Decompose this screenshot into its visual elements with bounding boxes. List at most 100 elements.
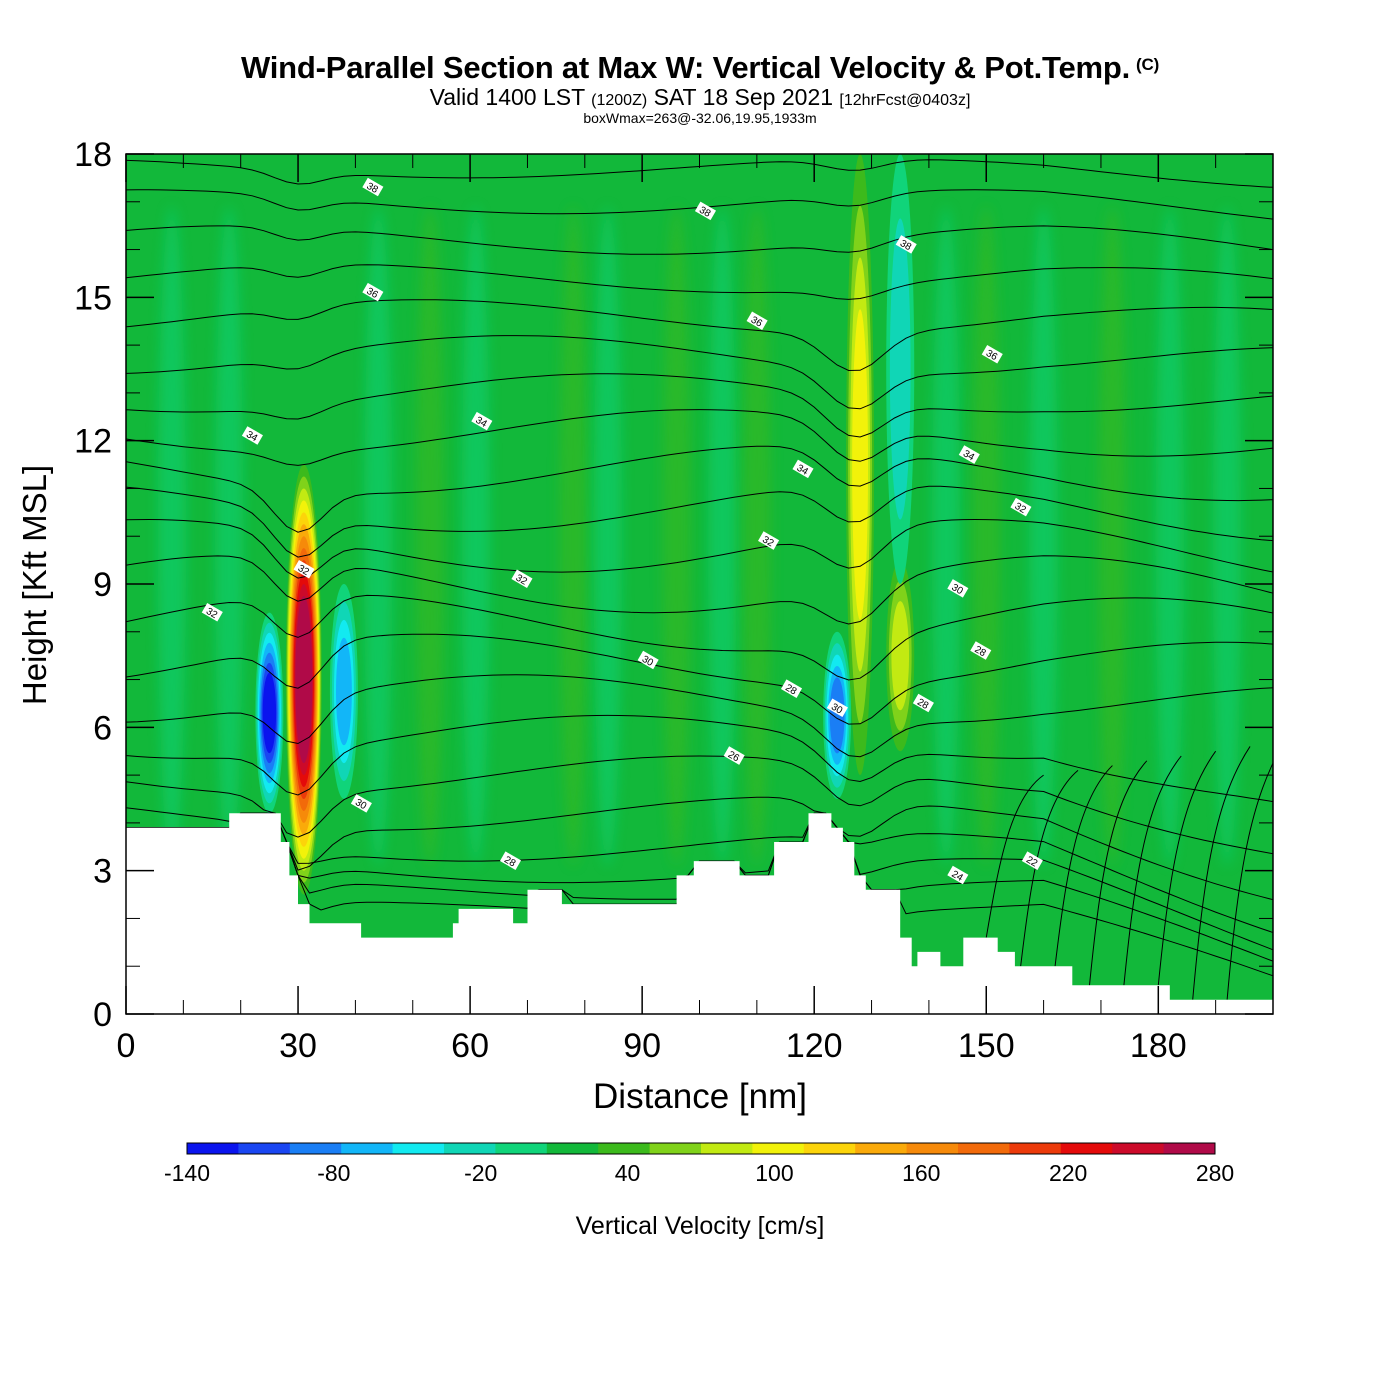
colorbar-swatch — [855, 1143, 908, 1154]
x-tick-label: 60 — [451, 1027, 489, 1065]
velocity-streak — [157, 206, 186, 867]
contour-label: 28 — [912, 693, 934, 713]
contour-label-bg — [350, 794, 372, 813]
contour-label-bg — [1021, 851, 1043, 870]
contour-label: 32 — [758, 531, 780, 550]
theta-contour-line — [126, 335, 1273, 410]
theta-contour-line — [1157, 750, 1217, 986]
colorbar-swatch — [1009, 1143, 1062, 1154]
x-tick-label: 90 — [623, 1027, 661, 1065]
contour-label: 32 — [1010, 497, 1032, 517]
contour-label-text: 26 — [726, 749, 742, 764]
downdraft-core-3 — [823, 631, 852, 800]
colorbar-swatch — [546, 1143, 599, 1154]
contour-label: 30 — [947, 579, 969, 598]
theta-contour-line — [126, 518, 1273, 579]
x-tick-label: 150 — [958, 1027, 1015, 1065]
theta-contour-line — [985, 774, 1044, 938]
theta-contour-line — [126, 555, 1273, 625]
velocity-streak — [461, 206, 490, 867]
contour-label-bg — [694, 201, 717, 221]
velocity-streak — [364, 206, 393, 867]
theta-contour-line — [1088, 760, 1148, 986]
colorbar-swatch — [649, 1143, 702, 1154]
contour-label-text: 32 — [514, 573, 530, 588]
contour-label-text: 32 — [760, 534, 776, 549]
contour-label-bg — [499, 851, 522, 870]
contour-label: 24 — [947, 865, 969, 885]
velocity-band — [296, 607, 312, 752]
contour-label: 30 — [826, 698, 848, 718]
theta-contour-line — [1020, 769, 1079, 967]
theta-contour-line — [126, 264, 1273, 300]
velocity-band — [891, 601, 910, 711]
contour-label-text: 34 — [795, 463, 811, 478]
terrain-shape — [126, 813, 1273, 1014]
contour-label: 34 — [792, 459, 814, 479]
contour-label-bg — [895, 235, 917, 254]
updraft-core-4 — [846, 154, 875, 776]
copyright-mark: (C) — [1136, 55, 1160, 74]
contour-label: 22 — [1021, 851, 1043, 870]
theta-contour-line — [126, 299, 1273, 372]
contour-label-text: 30 — [640, 654, 656, 669]
colorbar-tick-label: -140 — [163, 1160, 211, 1186]
contour-label: 32 — [201, 602, 223, 622]
contour-label-bg — [362, 282, 384, 302]
theta-contour-line — [126, 485, 1273, 558]
contour-label-bg — [826, 698, 848, 718]
x-tick-label: 0 — [117, 1027, 136, 1065]
colorbar-swatch — [444, 1143, 496, 1154]
contour-label-text: 30 — [353, 797, 369, 812]
colorbar-tick-label: -20 — [464, 1160, 498, 1186]
contour-label-text: 38 — [898, 238, 914, 253]
contour-label-bg — [201, 602, 223, 622]
y-tick-label: 3 — [93, 853, 112, 891]
colorbar-tick-label: -80 — [317, 1160, 351, 1186]
contour-label: 28 — [499, 851, 522, 870]
contour-label-bg — [758, 531, 780, 550]
contour-label-text: 22 — [1024, 854, 1040, 869]
velocity-streak — [1098, 206, 1127, 867]
contour-label: 36 — [746, 311, 768, 331]
theta-contour-line — [126, 755, 1273, 855]
terrain-mask — [126, 813, 1273, 1014]
valid-date: SAT 18 Sep 2021 — [653, 84, 834, 110]
updraft-core-0 — [285, 464, 322, 895]
contour-label-bg — [293, 559, 315, 579]
valid-prefix: Valid 1400 LST — [429, 84, 585, 110]
colorbar-swatch — [495, 1143, 548, 1154]
velocity-band — [889, 218, 911, 520]
contour-label: 38 — [895, 235, 917, 254]
contour-label: 32 — [293, 559, 315, 579]
chart-title: Wind-Parallel Section at Max W: Vertical… — [0, 50, 1400, 86]
contour-label-text: 30 — [829, 702, 845, 717]
x-tick-label: 180 — [1130, 1027, 1187, 1065]
contour-label-bg — [723, 746, 745, 765]
velocity-streak — [662, 206, 691, 867]
contour-label-text: 28 — [502, 854, 518, 869]
velocity-band — [829, 677, 845, 754]
contour-label: 38 — [362, 177, 384, 197]
theta-contour-labels: 22 24 26 28 28 28 28 30 30 30 30 32 32 32 32 32 34 34 34 34… — [201, 177, 1043, 885]
contour-label: 30 — [350, 794, 372, 813]
colorbar-swatch — [1163, 1143, 1216, 1154]
theta-contour-line — [1123, 755, 1182, 986]
contour-label-bg — [241, 426, 263, 445]
contour-label: 34 — [958, 445, 980, 464]
contour-label-text: 32 — [296, 563, 312, 578]
contour-label-bg — [746, 311, 768, 331]
contour-label-bg — [511, 569, 533, 589]
valid-utc: (1200Z) — [591, 92, 648, 109]
colorbar-tick-label: 40 — [614, 1160, 641, 1186]
velocity-streak — [415, 206, 444, 867]
y-tick-label: 6 — [93, 709, 112, 747]
colorbar-tick-label: 160 — [902, 1160, 941, 1186]
contour-label: 34 — [241, 426, 263, 445]
y-tick-label: 18 — [74, 136, 112, 174]
colorbar-tick-label: 220 — [1048, 1160, 1088, 1186]
colorbar-title: Vertical Velocity [cm/s] — [575, 1212, 825, 1240]
theta-contour-line — [126, 225, 1273, 255]
theta-contour-line — [1192, 746, 1251, 1000]
contour-label-bg — [1010, 497, 1032, 517]
